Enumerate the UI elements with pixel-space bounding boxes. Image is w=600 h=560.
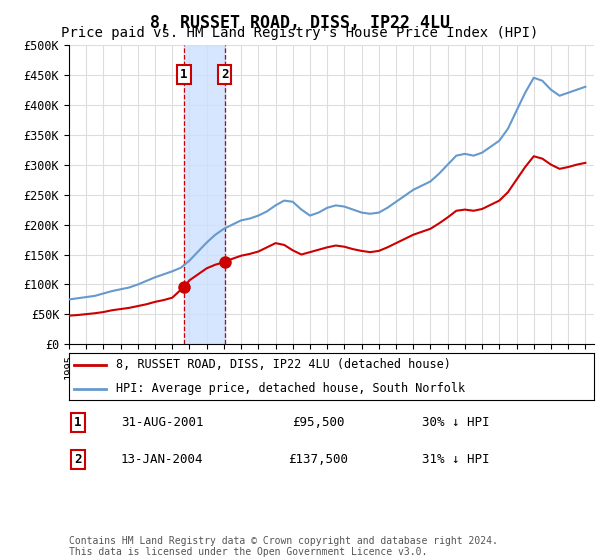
Text: 13-JAN-2004: 13-JAN-2004 bbox=[121, 452, 203, 466]
Text: 31% ↓ HPI: 31% ↓ HPI bbox=[422, 452, 490, 466]
Text: Price paid vs. HM Land Registry's House Price Index (HPI): Price paid vs. HM Land Registry's House … bbox=[61, 26, 539, 40]
Text: £95,500: £95,500 bbox=[292, 416, 344, 430]
Text: 2: 2 bbox=[74, 452, 82, 466]
Text: 2: 2 bbox=[221, 68, 229, 81]
Text: 8, RUSSET ROAD, DISS, IP22 4LU (detached house): 8, RUSSET ROAD, DISS, IP22 4LU (detached… bbox=[116, 358, 451, 371]
Text: £137,500: £137,500 bbox=[288, 452, 348, 466]
Text: 31-AUG-2001: 31-AUG-2001 bbox=[121, 416, 203, 430]
Text: 1: 1 bbox=[74, 416, 82, 430]
Text: 8, RUSSET ROAD, DISS, IP22 4LU: 8, RUSSET ROAD, DISS, IP22 4LU bbox=[150, 14, 450, 32]
Bar bbox=[184, 45, 224, 344]
Text: HPI: Average price, detached house, South Norfolk: HPI: Average price, detached house, Sout… bbox=[116, 382, 466, 395]
Text: 30% ↓ HPI: 30% ↓ HPI bbox=[422, 416, 490, 430]
Text: Contains HM Land Registry data © Crown copyright and database right 2024.
This d: Contains HM Land Registry data © Crown c… bbox=[69, 535, 498, 557]
Text: 1: 1 bbox=[180, 68, 187, 81]
